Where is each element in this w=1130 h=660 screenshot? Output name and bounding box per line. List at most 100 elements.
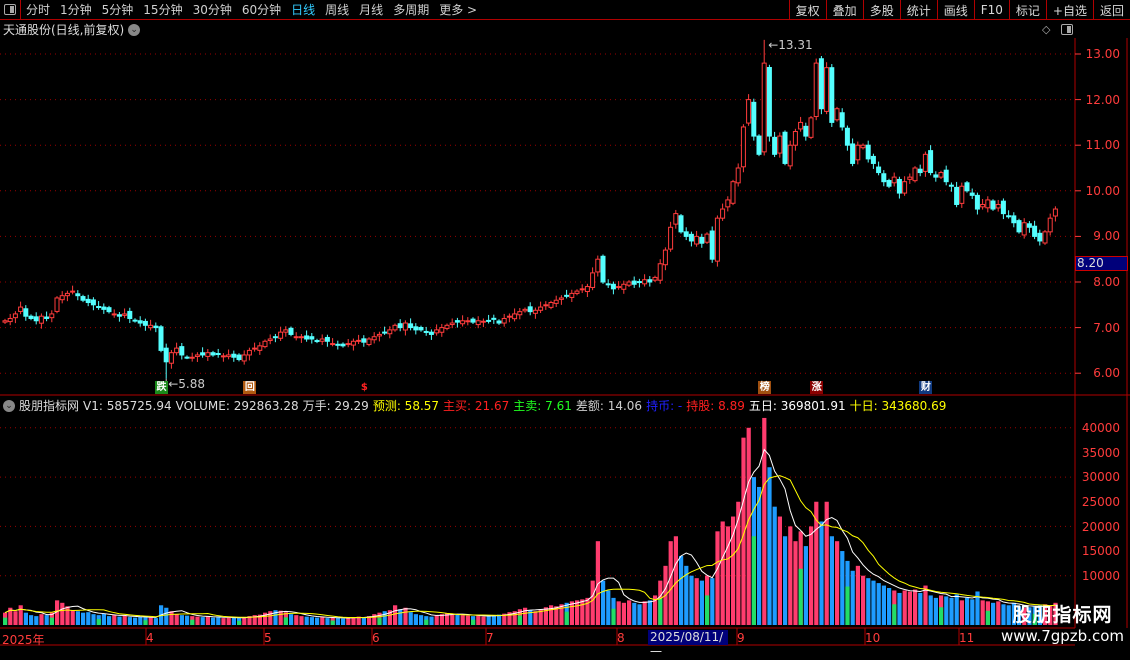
sidebar-toggle-button[interactable] xyxy=(0,0,21,20)
volume-bar-segment xyxy=(143,620,148,625)
volume-bar xyxy=(434,615,439,625)
signal-marker[interactable]: $ xyxy=(357,381,371,394)
candle-up xyxy=(792,131,798,146)
volume-bar xyxy=(512,611,517,625)
price-tick-label: 12.00 xyxy=(1085,92,1120,107)
volume-bar xyxy=(320,617,325,625)
signal-marker[interactable]: 回 xyxy=(243,381,257,394)
toolbar-button[interactable]: F10 xyxy=(973,0,1009,20)
chevron-down-icon[interactable]: ⌄ xyxy=(128,23,141,36)
candle-up xyxy=(694,235,700,245)
volume-bar xyxy=(455,614,460,625)
volume-bar-segment xyxy=(564,611,569,625)
signal-marker[interactable]: 财 xyxy=(919,381,933,394)
candle-down xyxy=(184,356,190,359)
candle-up xyxy=(356,339,362,342)
period-tab[interactable]: 周线 xyxy=(325,3,350,17)
volume-bar xyxy=(398,609,403,625)
volume-bar xyxy=(315,617,320,625)
volume-bar xyxy=(725,526,730,625)
period-tab[interactable]: 多周期 xyxy=(393,3,430,17)
volume-bar xyxy=(1048,606,1053,625)
candle-up xyxy=(330,343,336,346)
candle-up xyxy=(434,329,440,334)
candle-down xyxy=(803,125,809,137)
candle-down xyxy=(210,352,216,356)
volume-bar xyxy=(913,589,918,625)
candle-up xyxy=(595,258,601,273)
candle-up xyxy=(1021,222,1027,236)
volume-bar xyxy=(429,616,434,625)
signal-marker[interactable]: 榜 xyxy=(758,381,772,394)
toolbar-button[interactable]: 返回 xyxy=(1092,0,1130,20)
toolbar-button[interactable]: 叠加 xyxy=(825,0,863,20)
volume-bar xyxy=(783,536,788,625)
volume-bar xyxy=(491,615,496,625)
volume-bar xyxy=(361,617,366,625)
volume-bar xyxy=(850,570,855,625)
period-tab[interactable]: 日线 xyxy=(291,3,316,17)
volume-bar xyxy=(559,604,564,625)
volume-bar xyxy=(777,516,782,625)
volume-bar xyxy=(55,600,60,625)
candle-up xyxy=(714,217,720,262)
period-tab[interactable]: 15分钟 xyxy=(143,3,183,17)
period-tab[interactable]: 60分钟 xyxy=(241,3,282,17)
period-tab[interactable]: 1分钟 xyxy=(60,3,92,17)
toolbar-button[interactable]: 标记 xyxy=(1008,0,1046,20)
date-tick-label: 5 xyxy=(264,631,272,645)
candle-up xyxy=(189,356,195,359)
volume-bar xyxy=(606,590,611,625)
candle-down xyxy=(142,320,148,326)
period-tab[interactable]: 5分钟 xyxy=(101,3,134,17)
candle-down xyxy=(288,327,294,335)
toolbar-button[interactable]: 统计 xyxy=(899,0,937,20)
candle-down xyxy=(1016,220,1022,233)
candle-up xyxy=(319,338,325,342)
signal-marker[interactable]: 涨 xyxy=(810,381,824,394)
candle-up xyxy=(704,233,710,243)
candle-down xyxy=(324,336,330,342)
panel-toggle-icon[interactable] xyxy=(1061,24,1073,35)
toolbar-button[interactable]: 画线 xyxy=(936,0,974,20)
candle-up xyxy=(366,338,372,345)
volume-bar-segment xyxy=(845,586,850,625)
volume-bar xyxy=(876,583,881,625)
volume-bar-segment xyxy=(892,604,897,625)
volume-bar xyxy=(65,606,70,625)
chevron-down-icon[interactable]: ⌄ xyxy=(3,399,15,412)
diamond-icon[interactable]: ◇ xyxy=(1042,23,1051,36)
candle-up xyxy=(111,313,117,316)
high-price-value: 13.31 xyxy=(778,37,813,52)
volume-bar xyxy=(413,614,418,625)
volume-tick-label: 15000 xyxy=(1081,544,1120,559)
period-tab[interactable]: 分时 xyxy=(26,3,51,17)
candle-up xyxy=(517,311,523,316)
candle-up xyxy=(626,281,632,286)
period-tab[interactable]: 更多 > xyxy=(439,3,478,17)
period-tab[interactable]: 30分钟 xyxy=(192,3,232,17)
volume-stat: 股朋指标网 xyxy=(19,399,80,413)
candle-down xyxy=(454,320,460,323)
signal-marker[interactable]: 跌 xyxy=(155,381,168,394)
toolbar-button[interactable]: +自选 xyxy=(1045,0,1093,20)
low-price-note: ←5.88 xyxy=(168,376,205,391)
volume-tick-label: 30000 xyxy=(1081,470,1120,485)
candle-up xyxy=(387,329,393,335)
candle-down xyxy=(1000,200,1006,215)
volume-stat: 主卖: 7.61 xyxy=(513,399,572,413)
candle-up xyxy=(730,181,736,204)
candle-down xyxy=(314,340,320,343)
volume-bar xyxy=(29,615,34,625)
period-tab[interactable]: 月线 xyxy=(359,3,384,17)
toolbar-button[interactable]: 多股 xyxy=(862,0,900,20)
date-tick-label: 11 xyxy=(959,631,975,645)
candle-down xyxy=(163,347,169,363)
volume-bar xyxy=(543,607,548,625)
toolbar-button[interactable]: 复权 xyxy=(788,0,826,20)
toolbar-buttons: 复权 叠加 多股 统计 画线 F10 标记 +自选 返回 xyxy=(788,0,1130,20)
candle-down xyxy=(688,233,694,242)
candle-down xyxy=(1011,215,1017,224)
candle-down xyxy=(886,180,892,187)
